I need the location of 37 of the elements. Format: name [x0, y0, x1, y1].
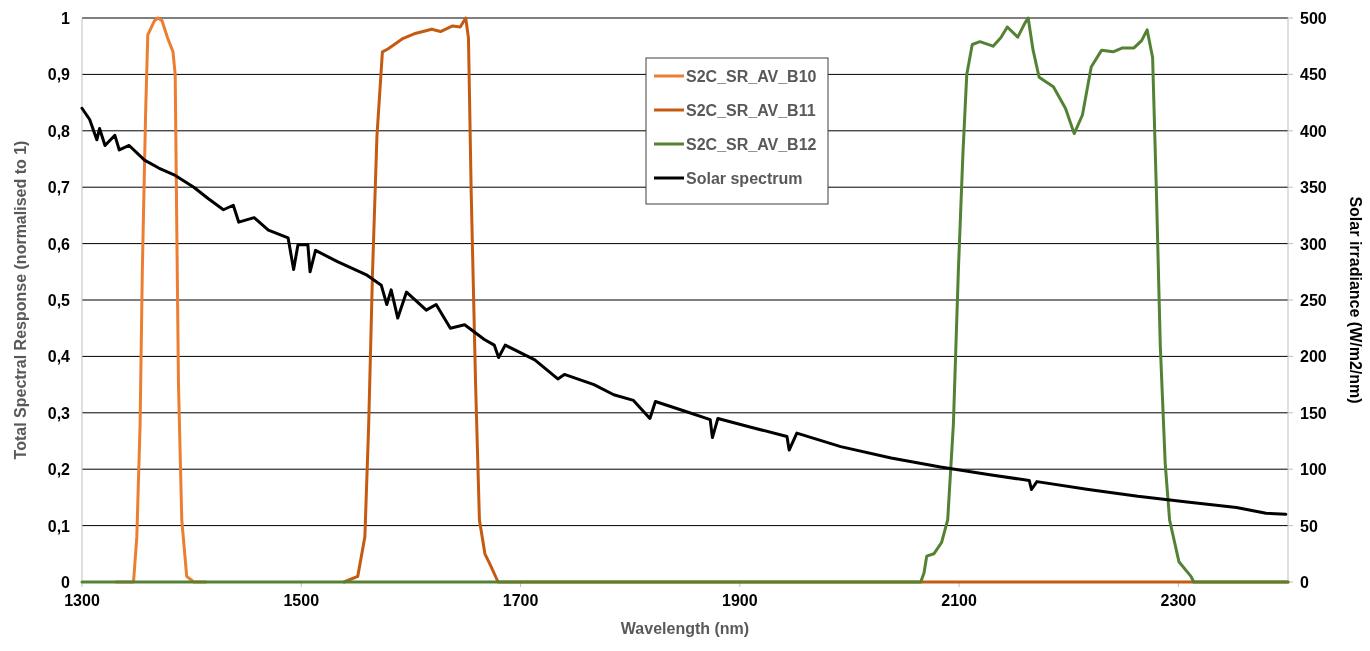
- y-tick-label: 0,1: [47, 517, 71, 535]
- legend-label: S2C_SR_AV_B11: [686, 102, 816, 119]
- y2-tick-label: 350: [1300, 179, 1327, 197]
- legend-label: S2C_SR_AV_B12: [686, 136, 817, 153]
- y-tick-label: 0,8: [47, 122, 71, 140]
- x-tick-label: 1500: [283, 592, 320, 609]
- y2-axis-title: Solar irradiance (W/m2/nm): [1347, 196, 1364, 404]
- legend-label: Solar spectrum: [686, 170, 803, 187]
- y-tick-label: 0,7: [47, 179, 71, 197]
- y-tick-label: 1: [61, 10, 71, 27]
- y2-tick-label: 250: [1300, 292, 1327, 309]
- y2-tick-label: 500: [1300, 10, 1327, 27]
- line-series: [80, 106, 1288, 516]
- y-tick-label: 0,2: [47, 461, 71, 479]
- x-tick-label: 2300: [1160, 592, 1197, 609]
- x-tick-label: 2100: [941, 592, 977, 609]
- y-tick-label: 0,6: [47, 235, 71, 253]
- x-tick-label: 1700: [502, 592, 539, 609]
- y2-tick-label: 400: [1300, 122, 1327, 140]
- y2-tick-label: 300: [1300, 235, 1327, 253]
- x-axis-title: Wavelength (nm): [620, 620, 750, 637]
- line-series: [80, 16, 1290, 584]
- x-tick-label: 1900: [722, 592, 758, 609]
- y2-tick-label: 200: [1300, 348, 1327, 366]
- y-tick-label: 0,4: [47, 348, 71, 366]
- y2-tick-label: 0: [1300, 574, 1309, 591]
- y2-tick-label: 150: [1300, 404, 1327, 422]
- y-tick-label: 0: [61, 574, 71, 591]
- y-tick-label: 0,3: [47, 404, 71, 422]
- y2-tick-label: 100: [1300, 461, 1327, 479]
- y2-tick-label: 50: [1300, 517, 1318, 535]
- y-tick-label: 0,9: [47, 66, 71, 84]
- x-tick-label: 1300: [64, 592, 100, 609]
- legend-label: S2C_SR_AV_B10: [686, 68, 817, 85]
- y-tick-label: 0,5: [47, 292, 71, 309]
- y-axis-title: Total Spectral Response (normalised to 1): [12, 140, 29, 460]
- y2-tick-label: 450: [1300, 66, 1327, 84]
